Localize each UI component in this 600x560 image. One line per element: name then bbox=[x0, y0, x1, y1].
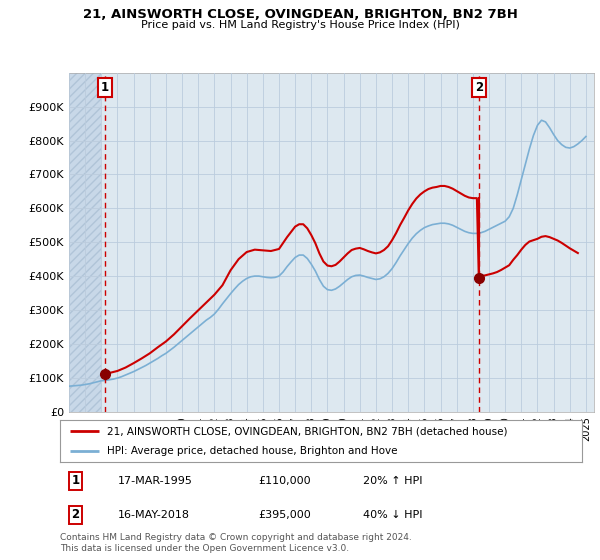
Text: 1: 1 bbox=[101, 81, 109, 94]
Text: 17-MAR-1995: 17-MAR-1995 bbox=[118, 476, 192, 486]
Text: 2: 2 bbox=[71, 508, 80, 521]
Text: HPI: Average price, detached house, Brighton and Hove: HPI: Average price, detached house, Brig… bbox=[107, 446, 397, 456]
Text: £395,000: £395,000 bbox=[259, 510, 311, 520]
Text: 2: 2 bbox=[475, 81, 483, 94]
Text: 21, AINSWORTH CLOSE, OVINGDEAN, BRIGHTON, BN2 7BH (detached house): 21, AINSWORTH CLOSE, OVINGDEAN, BRIGHTON… bbox=[107, 426, 508, 436]
Text: 40% ↓ HPI: 40% ↓ HPI bbox=[363, 510, 422, 520]
Text: 1: 1 bbox=[71, 474, 80, 487]
Text: 16-MAY-2018: 16-MAY-2018 bbox=[118, 510, 190, 520]
Text: Price paid vs. HM Land Registry's House Price Index (HPI): Price paid vs. HM Land Registry's House … bbox=[140, 20, 460, 30]
Text: 20% ↑ HPI: 20% ↑ HPI bbox=[363, 476, 422, 486]
Bar bbox=[69, 73, 101, 412]
Text: Contains HM Land Registry data © Crown copyright and database right 2024.
This d: Contains HM Land Registry data © Crown c… bbox=[60, 533, 412, 553]
Text: £110,000: £110,000 bbox=[259, 476, 311, 486]
Text: 21, AINSWORTH CLOSE, OVINGDEAN, BRIGHTON, BN2 7BH: 21, AINSWORTH CLOSE, OVINGDEAN, BRIGHTON… bbox=[83, 8, 517, 21]
